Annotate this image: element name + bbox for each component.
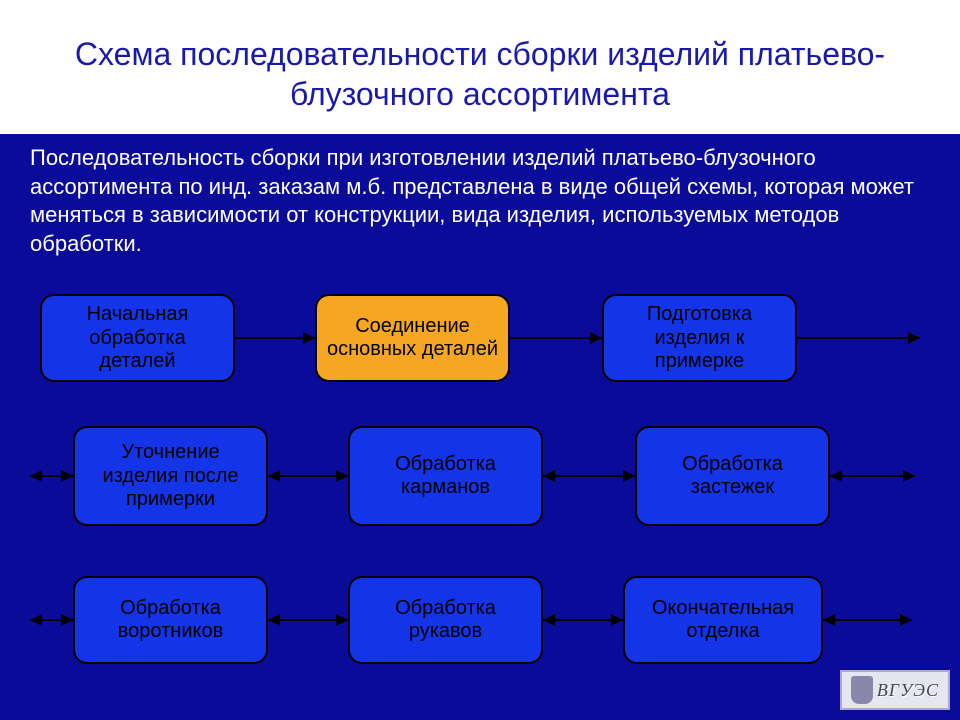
flow-node: Начальная обработка деталей bbox=[40, 294, 235, 382]
arrow-head-icon bbox=[611, 614, 623, 626]
flow-node: Подготовка изделия к примерке bbox=[602, 294, 797, 382]
intro-paragraph: Последовательность сборки при изготовлен… bbox=[0, 134, 960, 276]
flow-node: Уточнение изделия после примерки bbox=[73, 426, 268, 526]
flow-arrow bbox=[510, 337, 602, 339]
footer-logo-text: ВГУЭС bbox=[877, 680, 939, 701]
flow-arrow bbox=[543, 475, 635, 477]
slide-title: Схема последовательности сборки изделий … bbox=[40, 34, 920, 114]
flowchart: Начальная обработка деталей Соединение ос… bbox=[0, 276, 960, 716]
arrow-head-icon bbox=[30, 614, 42, 626]
logo-crest-icon bbox=[851, 676, 873, 704]
arrow-head-icon bbox=[30, 470, 42, 482]
arrow-head-icon bbox=[268, 470, 280, 482]
arrow-head-icon bbox=[903, 470, 915, 482]
flow-node: Обработка воротников bbox=[73, 576, 268, 664]
arrow-head-icon bbox=[900, 614, 912, 626]
arrow-head-icon bbox=[543, 614, 555, 626]
arrow-head-icon bbox=[823, 614, 835, 626]
slide: Схема последовательности сборки изделий … bbox=[0, 0, 960, 720]
arrow-head-icon bbox=[543, 470, 555, 482]
arrow-head-icon bbox=[268, 614, 280, 626]
arrow-head-icon bbox=[61, 470, 73, 482]
arrow-head-icon bbox=[336, 614, 348, 626]
arrow-head-icon bbox=[623, 470, 635, 482]
arrow-head-icon bbox=[61, 614, 73, 626]
flow-arrow bbox=[797, 337, 920, 339]
flow-node: Обработка рукавов bbox=[348, 576, 543, 664]
arrow-head-icon bbox=[590, 332, 602, 344]
arrow-head-icon bbox=[908, 332, 920, 344]
title-band: Схема последовательности сборки изделий … bbox=[0, 0, 960, 134]
flow-node: Соединение основных деталей bbox=[315, 294, 510, 382]
arrow-head-icon bbox=[830, 470, 842, 482]
flow-node: Окончательная отделка bbox=[623, 576, 823, 664]
arrow-head-icon bbox=[336, 470, 348, 482]
flow-node: Обработка карманов bbox=[348, 426, 543, 526]
arrow-head-icon bbox=[303, 332, 315, 344]
flow-arrow bbox=[823, 619, 912, 621]
flow-node: Обработка застежек bbox=[635, 426, 830, 526]
footer-logo: ВГУЭС bbox=[840, 670, 950, 710]
